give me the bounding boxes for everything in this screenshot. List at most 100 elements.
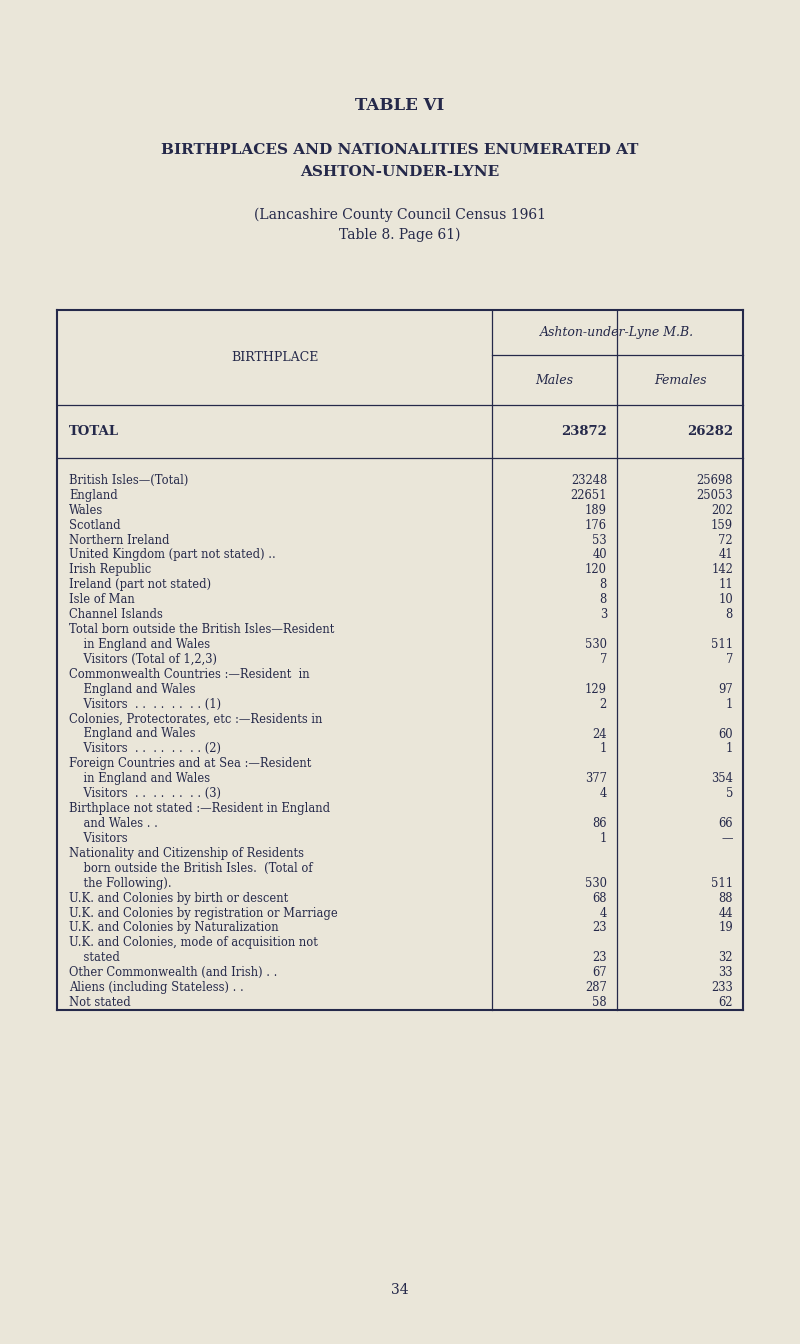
Text: Irish Republic: Irish Republic bbox=[69, 563, 151, 577]
Text: England: England bbox=[69, 489, 118, 501]
Text: Table 8. Page 61): Table 8. Page 61) bbox=[339, 227, 461, 242]
Text: 202: 202 bbox=[711, 504, 733, 516]
Text: BIRTHPLACE: BIRTHPLACE bbox=[231, 351, 318, 364]
Text: 1: 1 bbox=[600, 832, 607, 845]
Text: Not stated: Not stated bbox=[69, 996, 130, 1009]
Text: 11: 11 bbox=[718, 578, 733, 591]
Text: 41: 41 bbox=[718, 548, 733, 562]
Text: BIRTHPLACES AND NATIONALITIES ENUMERATED AT: BIRTHPLACES AND NATIONALITIES ENUMERATED… bbox=[162, 142, 638, 157]
Text: Total born outside the British Isles—Resident: Total born outside the British Isles—Res… bbox=[69, 624, 334, 636]
Text: 26282: 26282 bbox=[687, 425, 733, 438]
Text: U.K. and Colonies, mode of acquisition not: U.K. and Colonies, mode of acquisition n… bbox=[69, 937, 318, 949]
Text: 7: 7 bbox=[726, 653, 733, 665]
Text: Males: Males bbox=[535, 374, 574, 387]
Text: 2: 2 bbox=[600, 698, 607, 711]
Text: Isle of Man: Isle of Man bbox=[69, 593, 134, 606]
Text: (Lancashire County Council Census 1961: (Lancashire County Council Census 1961 bbox=[254, 208, 546, 222]
Text: Visitors  . .  . .  . .  . . (3): Visitors . . . . . . . . (3) bbox=[69, 788, 221, 800]
Text: 189: 189 bbox=[585, 504, 607, 516]
Text: in England and Wales: in England and Wales bbox=[69, 773, 210, 785]
Text: 22651: 22651 bbox=[570, 489, 607, 501]
Text: 3: 3 bbox=[600, 607, 607, 621]
Text: —: — bbox=[722, 832, 733, 845]
Text: 25053: 25053 bbox=[696, 489, 733, 501]
Text: 58: 58 bbox=[592, 996, 607, 1009]
Text: 1: 1 bbox=[726, 742, 733, 755]
Text: 511: 511 bbox=[711, 638, 733, 650]
Text: Visitors  . .  . .  . .  . . (2): Visitors . . . . . . . . (2) bbox=[69, 742, 221, 755]
Text: Commonwealth Countries :—Resident  in: Commonwealth Countries :—Resident in bbox=[69, 668, 310, 681]
Text: Colonies, Protectorates, etc :—Residents in: Colonies, Protectorates, etc :—Residents… bbox=[69, 712, 322, 726]
Text: 530: 530 bbox=[585, 876, 607, 890]
Text: Other Commonwealth (and Irish) . .: Other Commonwealth (and Irish) . . bbox=[69, 966, 278, 980]
Text: 44: 44 bbox=[718, 906, 733, 919]
Text: Channel Islands: Channel Islands bbox=[69, 607, 163, 621]
Text: Northern Ireland: Northern Ireland bbox=[69, 534, 170, 547]
Text: United Kingdom (part not stated) ..: United Kingdom (part not stated) .. bbox=[69, 548, 276, 562]
Text: 60: 60 bbox=[718, 727, 733, 741]
Text: 159: 159 bbox=[711, 519, 733, 532]
Text: and Wales . .: and Wales . . bbox=[69, 817, 158, 831]
Text: TOTAL: TOTAL bbox=[69, 425, 119, 438]
Text: 34: 34 bbox=[391, 1284, 409, 1297]
Text: Scotland: Scotland bbox=[69, 519, 121, 532]
Text: 67: 67 bbox=[592, 966, 607, 980]
Text: 88: 88 bbox=[718, 891, 733, 905]
Text: Foreign Countries and at Sea :—Resident: Foreign Countries and at Sea :—Resident bbox=[69, 757, 311, 770]
Text: 19: 19 bbox=[718, 922, 733, 934]
Text: U.K. and Colonies by registration or Marriage: U.K. and Colonies by registration or Mar… bbox=[69, 906, 338, 919]
Text: 23248: 23248 bbox=[570, 474, 607, 487]
Text: ASHTON-UNDER-LYNE: ASHTON-UNDER-LYNE bbox=[300, 165, 500, 179]
Text: 53: 53 bbox=[592, 534, 607, 547]
Text: 7: 7 bbox=[600, 653, 607, 665]
Text: British Isles—(Total): British Isles—(Total) bbox=[69, 474, 188, 487]
Text: 511: 511 bbox=[711, 876, 733, 890]
Text: 4: 4 bbox=[600, 906, 607, 919]
Text: 23: 23 bbox=[593, 952, 607, 964]
Text: 5: 5 bbox=[726, 788, 733, 800]
Text: born outside the British Isles.  (Total of: born outside the British Isles. (Total o… bbox=[69, 862, 313, 875]
Text: 72: 72 bbox=[718, 534, 733, 547]
Text: 68: 68 bbox=[593, 891, 607, 905]
Text: Visitors  . .  . .  . .  . . (1): Visitors . . . . . . . . (1) bbox=[69, 698, 221, 711]
Text: England and Wales: England and Wales bbox=[69, 727, 195, 741]
Text: 25698: 25698 bbox=[697, 474, 733, 487]
Text: 377: 377 bbox=[585, 773, 607, 785]
Text: England and Wales: England and Wales bbox=[69, 683, 195, 696]
Text: 142: 142 bbox=[711, 563, 733, 577]
Text: TABLE VI: TABLE VI bbox=[355, 97, 445, 113]
Text: 4: 4 bbox=[600, 788, 607, 800]
Text: 530: 530 bbox=[585, 638, 607, 650]
Text: U.K. and Colonies by birth or descent: U.K. and Colonies by birth or descent bbox=[69, 891, 288, 905]
Text: 32: 32 bbox=[718, 952, 733, 964]
Text: 8: 8 bbox=[726, 607, 733, 621]
Text: the Following).: the Following). bbox=[69, 876, 172, 890]
Text: Nationality and Citizenship of Residents: Nationality and Citizenship of Residents bbox=[69, 847, 304, 860]
Text: Females: Females bbox=[654, 374, 706, 387]
Text: 129: 129 bbox=[585, 683, 607, 696]
Text: U.K. and Colonies by Naturalization: U.K. and Colonies by Naturalization bbox=[69, 922, 278, 934]
Text: 23: 23 bbox=[593, 922, 607, 934]
Text: 40: 40 bbox=[592, 548, 607, 562]
Text: Visitors (Total of 1,2,3): Visitors (Total of 1,2,3) bbox=[69, 653, 217, 665]
Text: 354: 354 bbox=[711, 773, 733, 785]
Text: 287: 287 bbox=[585, 981, 607, 995]
Text: 62: 62 bbox=[718, 996, 733, 1009]
Text: 97: 97 bbox=[718, 683, 733, 696]
Text: 66: 66 bbox=[718, 817, 733, 831]
Text: 176: 176 bbox=[585, 519, 607, 532]
Text: 33: 33 bbox=[718, 966, 733, 980]
Text: 86: 86 bbox=[593, 817, 607, 831]
Text: Ireland (part not stated): Ireland (part not stated) bbox=[69, 578, 211, 591]
Text: 8: 8 bbox=[600, 593, 607, 606]
Text: stated: stated bbox=[69, 952, 120, 964]
Text: Ashton-under-Lyne M.B.: Ashton-under-Lyne M.B. bbox=[541, 327, 694, 339]
Text: Visitors: Visitors bbox=[69, 832, 128, 845]
Text: Wales: Wales bbox=[69, 504, 103, 516]
Text: Birthplace not stated :—Resident in England: Birthplace not stated :—Resident in Engl… bbox=[69, 802, 330, 814]
Text: 24: 24 bbox=[593, 727, 607, 741]
Text: 8: 8 bbox=[600, 578, 607, 591]
Text: 1: 1 bbox=[600, 742, 607, 755]
Text: 23872: 23872 bbox=[561, 425, 607, 438]
Text: 10: 10 bbox=[718, 593, 733, 606]
